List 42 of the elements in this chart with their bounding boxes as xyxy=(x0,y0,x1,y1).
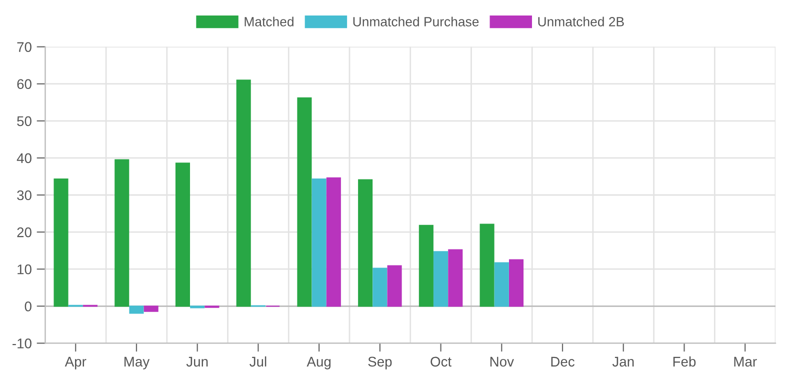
bar xyxy=(508,259,524,307)
y-tick-label: 10 xyxy=(18,264,32,274)
y-tick-label: 20 xyxy=(17,227,32,238)
x-tick-label: Jul xyxy=(250,356,266,367)
bar xyxy=(326,177,341,307)
bar xyxy=(387,265,402,307)
legend-label: Unmatched 2B xyxy=(538,16,624,26)
bar xyxy=(54,178,68,307)
bar xyxy=(434,251,448,307)
x-tick-label: Feb xyxy=(673,356,696,367)
x-tick-label: Dec xyxy=(551,356,574,367)
x-tick-label: Nov xyxy=(490,356,514,367)
bar xyxy=(114,159,130,307)
y-tick-label: 0 xyxy=(24,301,32,312)
y-tick-label: -10 xyxy=(12,338,32,348)
bar xyxy=(312,178,326,307)
legend-label: Matched xyxy=(244,16,294,26)
bar xyxy=(448,249,463,307)
x-tick-label: Mar xyxy=(734,356,757,367)
x-tick-label: Apr xyxy=(64,356,86,370)
y-tick-label: 40 xyxy=(16,153,32,164)
y-tick-label: 50 xyxy=(17,116,32,126)
bar xyxy=(236,80,251,307)
y-tick-label: 60 xyxy=(17,79,32,90)
bar xyxy=(144,306,158,312)
bar xyxy=(480,224,494,307)
bar xyxy=(372,268,388,307)
x-tick-label: May xyxy=(124,356,150,370)
bar xyxy=(418,224,434,307)
x-tick-label: Sep xyxy=(368,356,392,370)
bar xyxy=(297,97,312,307)
legend-label: Unmatched Purchase xyxy=(353,16,479,26)
y-tick-label: 30 xyxy=(17,190,32,200)
x-tick-label: Aug xyxy=(306,356,331,370)
bar xyxy=(175,162,190,307)
x-tick-label: Jun xyxy=(186,356,208,367)
x-tick-label: Oct xyxy=(430,356,452,367)
bar xyxy=(129,306,144,314)
bar xyxy=(358,179,373,307)
bar xyxy=(494,262,509,307)
y-tick-label: 70 xyxy=(17,42,32,52)
x-tick-label: Jan xyxy=(612,356,634,367)
